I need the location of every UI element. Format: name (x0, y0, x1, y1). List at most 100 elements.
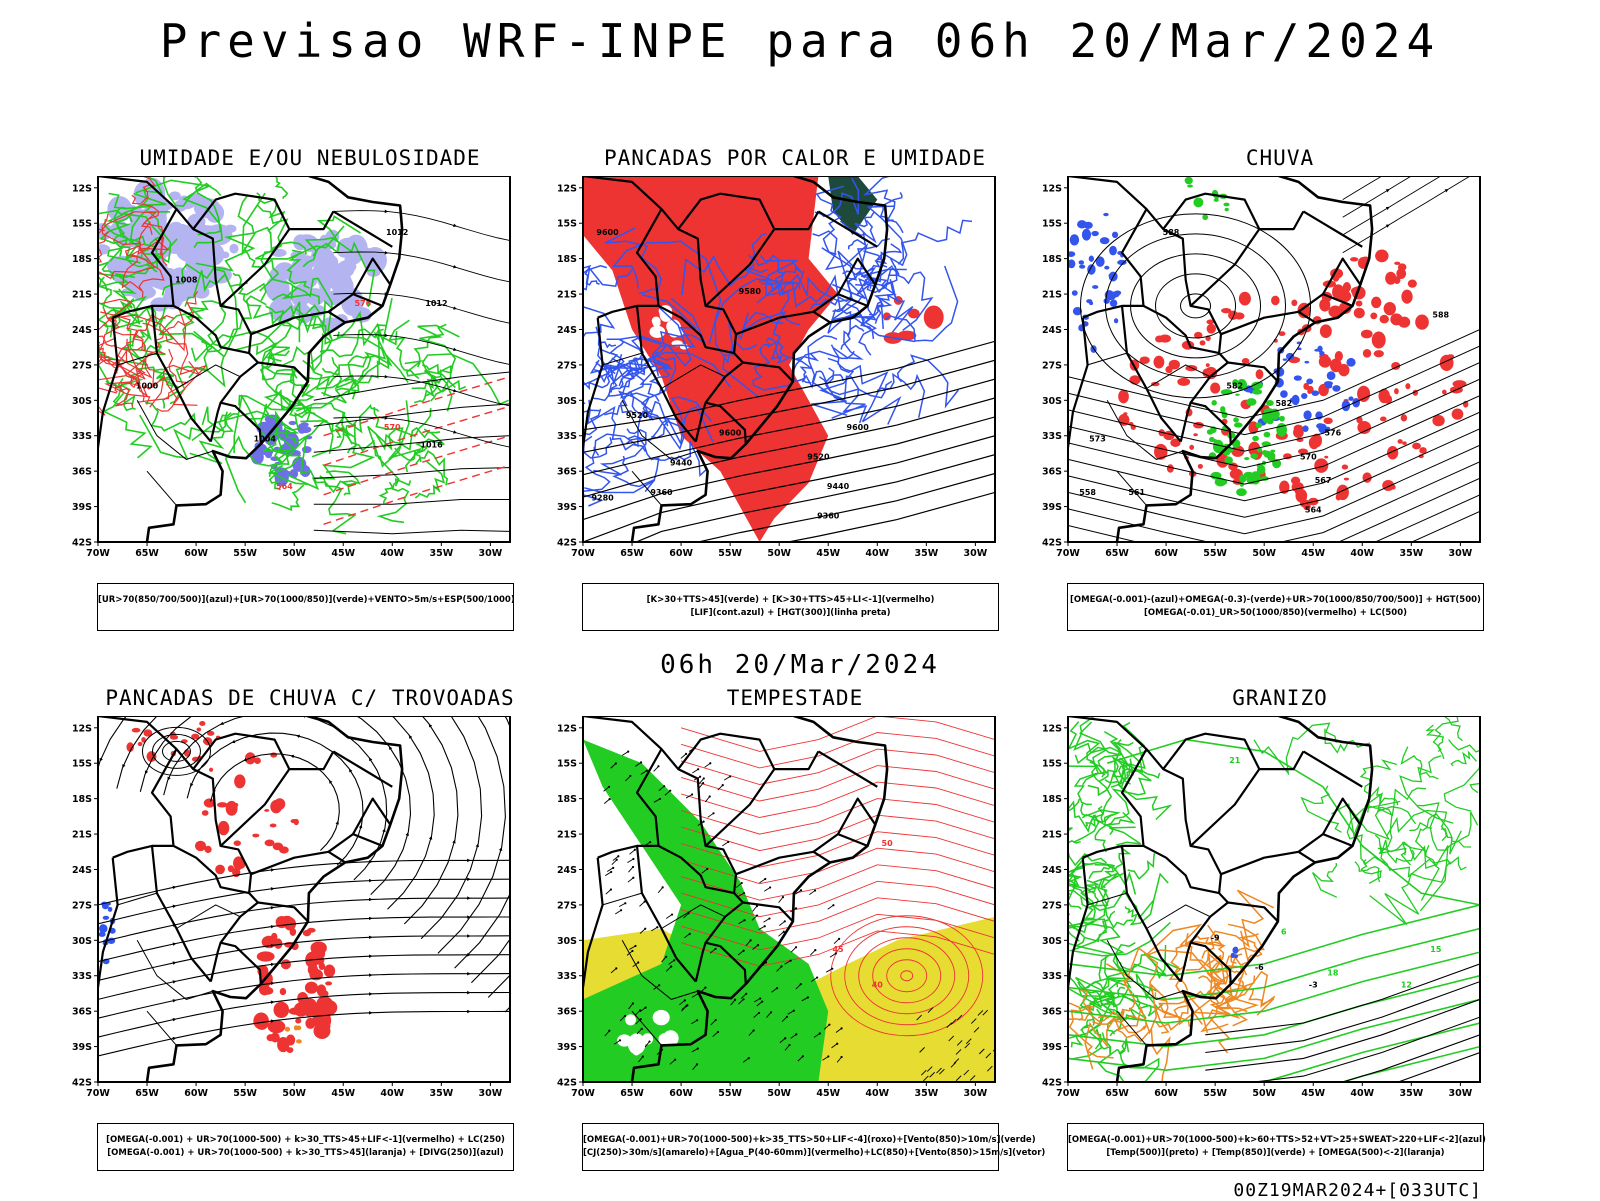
shaded-area (1210, 382, 1220, 393)
shaded-area (274, 1002, 290, 1018)
shaded-area (218, 821, 229, 835)
lat-tick-label: 36S (557, 1007, 577, 1018)
lat-tick-label: 36S (72, 467, 92, 478)
lat-tick-label: 39S (72, 502, 92, 513)
shaded-area (1159, 334, 1171, 342)
lon-tick-label: 55W (233, 1088, 257, 1099)
contour-value-label: 582 (1275, 399, 1292, 408)
contour-line (1409, 814, 1461, 854)
contour-value-label: 12 (1401, 981, 1412, 990)
shaded-area (303, 930, 311, 936)
shaded-area (1304, 361, 1309, 364)
lat-tick-label: 21S (557, 830, 577, 841)
shaded-area (1236, 488, 1247, 496)
page-title: Previsao WRF-INPE para 06h 20/Mar/2024 (0, 14, 1600, 68)
border-line (1228, 363, 1278, 382)
contour-value-label: -9 (1211, 933, 1220, 942)
shaded-area (1242, 358, 1249, 364)
shaded-area (1266, 400, 1274, 406)
contour-value-label: 9600 (596, 228, 619, 237)
shaded-area (1332, 385, 1340, 392)
lat-tick-label: 42S (72, 538, 92, 549)
shaded-area (1207, 324, 1216, 334)
contour-line (415, 462, 444, 499)
lat-tick-label: 30S (1042, 396, 1062, 407)
shaded-area (1311, 390, 1319, 396)
border-line (1181, 943, 1191, 982)
shaded-area (1072, 290, 1078, 296)
shaded-area (1079, 265, 1085, 269)
contour-value-label: -6 (1255, 963, 1264, 972)
shaded-area (132, 728, 141, 733)
lon-tick-label: 60W (184, 1088, 208, 1099)
border-line (329, 834, 383, 852)
border-line (814, 834, 868, 852)
shaded-area (1370, 313, 1377, 320)
legend-line: [UR>70(850/700/500)](azul)+[UR>70(1000/8… (98, 594, 513, 607)
shaded-area (1207, 429, 1213, 434)
contour-line (201, 296, 266, 352)
shaded-area (1415, 314, 1429, 329)
shaded-area (1228, 311, 1238, 320)
shaded-area (1394, 388, 1399, 394)
lon-tick-label: 30W (964, 1088, 988, 1099)
contour-line (1068, 905, 1480, 976)
contour-line (239, 370, 295, 411)
lat-tick-label: 30S (72, 936, 92, 947)
lat-tick-label: 12S (557, 183, 577, 194)
shaded-area (653, 1010, 670, 1025)
panel-title: TEMPESTADE (555, 686, 1035, 710)
contour-line (681, 749, 995, 784)
legend-line: [OMEGA(-0.01)_UR>50(1000/850)(vermelho) … (1068, 607, 1483, 620)
lat-tick-label: 30S (72, 396, 92, 407)
shaded-area (1154, 356, 1165, 369)
lat-tick-label: 15S (1042, 759, 1062, 770)
lat-tick-label: 33S (557, 971, 577, 982)
lat-tick-label: 21S (72, 830, 92, 841)
shaded-area (1452, 408, 1464, 419)
lon-tick-label: 50W (1252, 1088, 1276, 1099)
shaded-area (197, 727, 202, 731)
lon-tick-label: 70W (86, 1088, 110, 1099)
lon-tick-label: 40W (865, 1088, 889, 1099)
lon-tick-label: 45W (331, 548, 355, 559)
shaded-area (1202, 214, 1208, 220)
lat-tick-label: 12S (72, 183, 92, 194)
shaded-area (1350, 257, 1358, 261)
lon-tick-label: 30W (964, 548, 988, 559)
shaded-area (924, 306, 944, 330)
shaded-area (1320, 324, 1332, 338)
lon-tick-label: 40W (380, 1088, 404, 1099)
border-line (113, 749, 177, 858)
lon-tick-label: 60W (1154, 1088, 1178, 1099)
lat-tick-label: 39S (1042, 502, 1062, 513)
lon-tick-label: 35W (429, 1088, 453, 1099)
lat-tick-label: 27S (72, 900, 92, 911)
shaded-area (281, 959, 291, 969)
shaded-area (305, 1018, 315, 1029)
shaded-area (1344, 478, 1349, 481)
contour-value-label: 576 (1325, 429, 1342, 438)
map-plot: 9580960095209440936096009520944093609280… (555, 176, 1035, 576)
border-line (1163, 194, 1259, 229)
contour-value-label: 9360 (650, 488, 673, 497)
shaded-area (294, 1002, 308, 1017)
border-line (1144, 846, 1220, 893)
shaded-area (1070, 234, 1079, 245)
contour-line (1413, 716, 1458, 759)
shaded-area (202, 810, 209, 816)
lon-tick-label: 40W (1350, 548, 1374, 559)
shaded-area (1319, 351, 1324, 356)
shaded-area (280, 988, 286, 995)
lat-tick-label: 15S (557, 759, 577, 770)
legend-line: [OMEGA(-0.001)-(azul)+OMEGA(-0.3)-(verde… (1068, 594, 1483, 607)
border-line (211, 943, 221, 982)
contour-line (1445, 716, 1476, 741)
shaded-area (274, 938, 282, 949)
shaded-area (217, 802, 228, 807)
shaded-area (278, 429, 292, 441)
lon-tick-label: 50W (1252, 548, 1276, 559)
lat-tick-label: 21S (1042, 290, 1062, 301)
shaded-area (1394, 262, 1400, 265)
shaded-area (1154, 444, 1167, 460)
